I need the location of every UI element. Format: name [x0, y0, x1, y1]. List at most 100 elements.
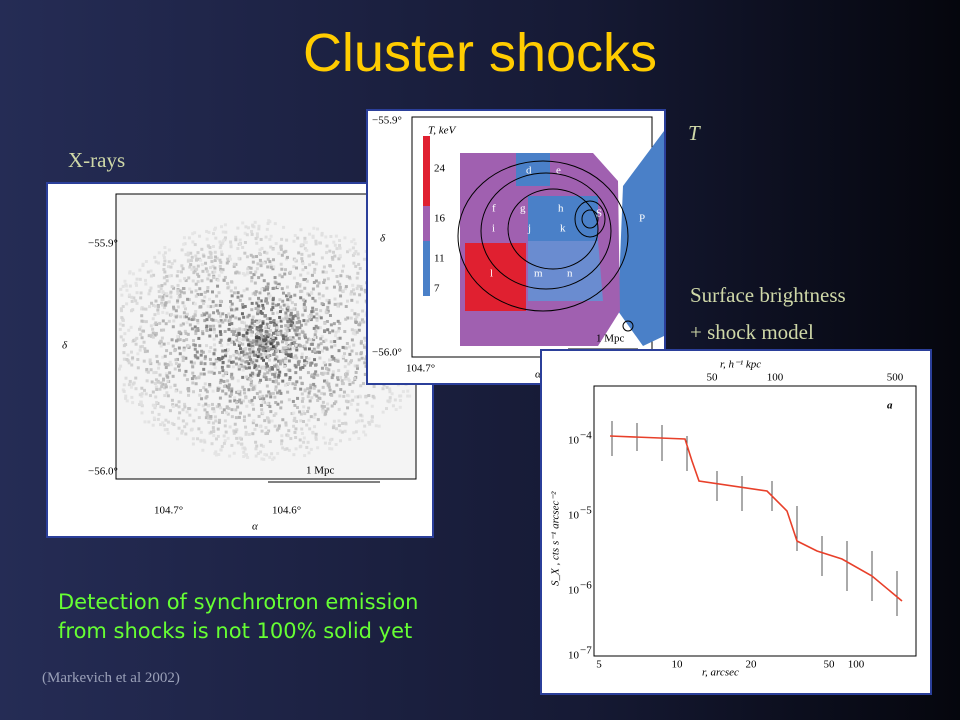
pixel	[191, 437, 195, 441]
pixel	[250, 318, 254, 322]
pixel	[336, 329, 340, 333]
pixel	[289, 354, 293, 358]
pixel	[216, 388, 220, 392]
pixel	[261, 358, 265, 362]
model-curve	[609, 435, 903, 602]
pixel	[169, 385, 173, 389]
pixel	[132, 296, 136, 300]
pixel	[274, 412, 278, 416]
pixel	[163, 245, 167, 249]
pixel	[317, 281, 321, 285]
pixel	[391, 404, 395, 408]
pixel	[295, 356, 299, 360]
pixel	[226, 257, 230, 261]
pixel	[257, 336, 261, 340]
pixel	[194, 289, 198, 293]
pixel	[382, 383, 386, 387]
pixel	[279, 324, 283, 328]
pixel	[241, 221, 245, 225]
pixel	[313, 384, 317, 388]
pixel	[350, 240, 354, 244]
pixel	[360, 356, 364, 360]
pixel	[185, 378, 189, 382]
pixel	[250, 325, 254, 329]
pixel	[341, 355, 345, 359]
pixel	[257, 380, 261, 384]
pixel	[265, 301, 269, 305]
pixel	[200, 397, 204, 401]
pixel	[177, 363, 181, 367]
pixel	[311, 306, 315, 310]
pixel	[146, 270, 150, 274]
pixel	[194, 294, 198, 298]
pixel	[294, 354, 298, 358]
pixel	[271, 258, 275, 262]
pixel	[257, 224, 261, 228]
pixel	[315, 318, 319, 322]
pixel	[297, 319, 301, 323]
pixel	[388, 387, 392, 391]
pixel	[330, 447, 334, 451]
pixel	[324, 412, 328, 416]
pixel	[354, 320, 358, 324]
pixel	[269, 342, 273, 346]
pixel	[292, 341, 296, 345]
pixel	[165, 349, 169, 353]
pixel	[259, 299, 263, 303]
pixel	[243, 251, 247, 255]
pixel	[292, 411, 296, 415]
pixel	[245, 331, 249, 335]
pixel	[280, 237, 284, 241]
top-tick-label: 100	[767, 372, 784, 384]
shock-model-label: + shock model	[690, 320, 814, 344]
pixel	[127, 383, 131, 387]
pixel	[258, 343, 262, 347]
pixel	[326, 407, 330, 411]
pixel	[273, 424, 277, 428]
dec-axis: δ	[62, 340, 68, 352]
pixel	[229, 245, 233, 249]
pixel	[277, 251, 281, 255]
pixel	[251, 292, 255, 296]
pixel	[206, 285, 210, 289]
pixel	[210, 370, 214, 374]
pixel	[294, 314, 298, 318]
pixel	[283, 447, 287, 451]
pixel	[322, 281, 326, 285]
pixel	[294, 343, 298, 347]
pixel	[163, 303, 167, 307]
pixel	[231, 314, 235, 318]
pixel	[320, 335, 324, 339]
pixel	[232, 262, 236, 266]
pixel	[144, 260, 148, 264]
pixel	[279, 391, 283, 395]
pixel	[355, 352, 359, 356]
pixel	[335, 247, 339, 251]
pixel	[293, 293, 297, 297]
pixel	[212, 328, 216, 332]
pixel	[264, 333, 268, 337]
colorbar-tick: 24	[434, 163, 446, 175]
pixel	[209, 279, 213, 283]
pixel	[218, 264, 222, 268]
pixel	[351, 246, 355, 250]
pixel	[308, 427, 312, 431]
pixel	[245, 359, 249, 363]
pixel	[287, 448, 291, 452]
pixel	[169, 290, 173, 294]
pixel	[166, 341, 170, 345]
pixel	[322, 265, 326, 269]
pixel	[140, 411, 144, 415]
pixel	[354, 264, 358, 268]
pixel	[236, 389, 240, 393]
pixel	[167, 274, 171, 278]
pixel	[298, 376, 302, 380]
pixel	[268, 371, 272, 375]
pixel	[178, 289, 182, 293]
pixel	[184, 432, 188, 436]
pixel	[285, 307, 289, 311]
pixel	[355, 315, 359, 319]
pixel	[232, 291, 236, 295]
pixel	[257, 276, 261, 280]
pixel	[249, 373, 253, 377]
